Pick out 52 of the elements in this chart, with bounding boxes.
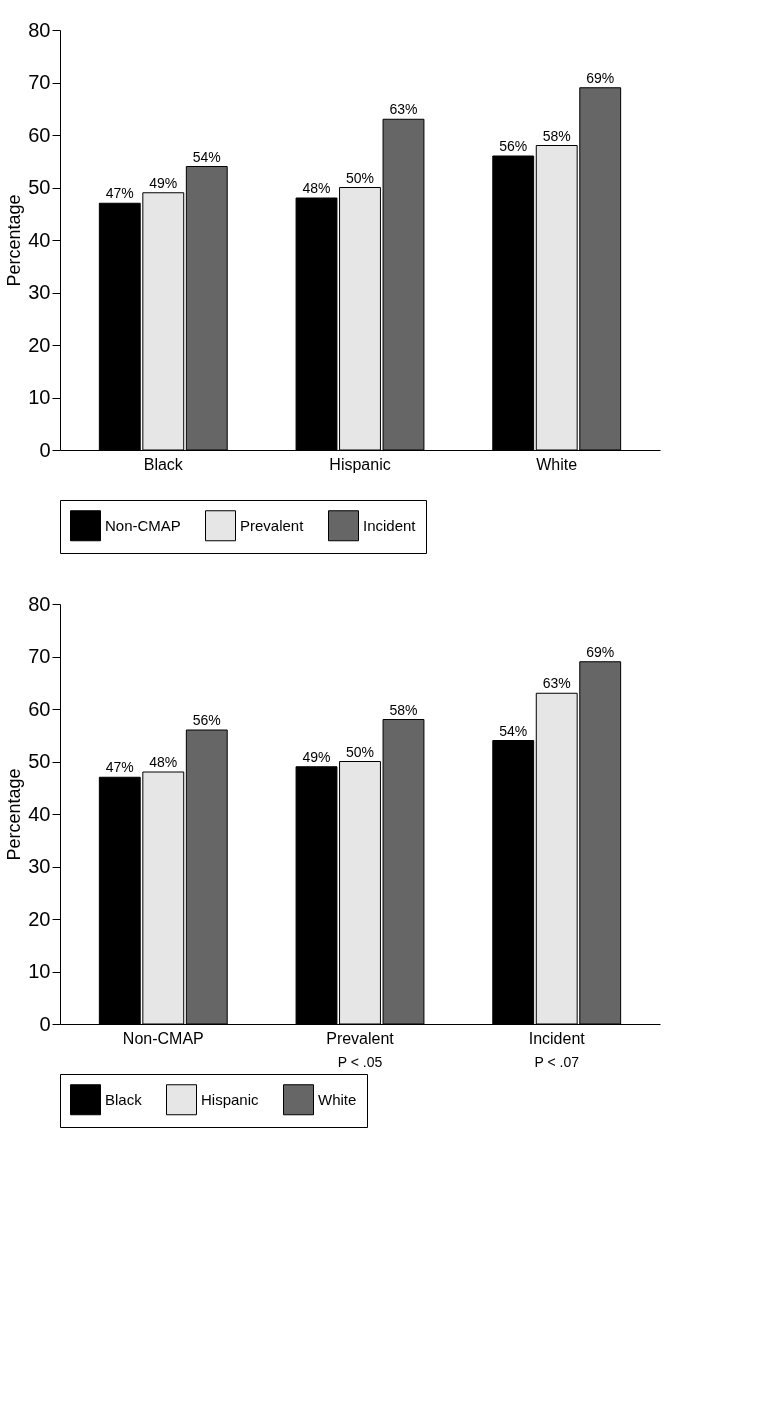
legend-label: Incident [363, 516, 417, 534]
data-label: 49% [302, 748, 331, 765]
text: P < .05 [337, 1054, 383, 1070]
y-tick-label: 50 [28, 750, 51, 772]
y-tick-label: 30 [28, 281, 51, 303]
y-tick-label: 20 [28, 333, 51, 356]
data-label: 69% [586, 69, 615, 86]
data-label: 69% [586, 643, 615, 660]
data-label: 58% [389, 701, 418, 718]
y-tick-label: 80 [28, 592, 51, 615]
y-tick-label: 0 [39, 438, 51, 461]
data-label: 54% [192, 148, 221, 165]
y-tick-label: 60 [28, 123, 51, 146]
data-label: 47% [105, 185, 134, 202]
legend-label: Prevalent [240, 516, 305, 534]
data-label: 63% [389, 101, 418, 118]
y-tick-label: 10 [28, 960, 51, 982]
legend-label: Black [105, 1090, 143, 1108]
x-tick-label: Black [143, 455, 184, 473]
data-label: 63% [542, 675, 571, 692]
data-label: 47% [105, 759, 134, 776]
data-label: 48% [149, 754, 178, 770]
y-tick-label: 30 [28, 855, 51, 877]
data-label: 50% [345, 169, 375, 186]
data-label: 48% [302, 180, 331, 196]
y-axis-title: Percentage [4, 768, 25, 861]
y-tick-label: 0 [39, 1012, 51, 1035]
y-tick-label: 10 [28, 386, 51, 408]
data-label: 56% [192, 712, 221, 728]
y-tick-label: 20 [28, 907, 51, 930]
legend-label: Hispanic [201, 1090, 260, 1108]
x-tick-label: White [536, 455, 578, 473]
y-tick-label: 70 [28, 71, 51, 93]
y-axis-title: Percentage [4, 194, 25, 287]
data-label: 58% [542, 127, 571, 144]
text: P < .07 [534, 1054, 580, 1070]
data-label: 54% [499, 722, 528, 739]
x-tick-label: Non-CMAP [122, 1029, 204, 1047]
data-label: 50% [345, 743, 375, 760]
x-tick-label: Prevalent [326, 1029, 395, 1047]
y-tick-label: 40 [28, 802, 51, 825]
x-tick-label: Hispanic [329, 455, 391, 473]
data-label: 49% [149, 174, 178, 191]
x-tick-label: Incident [528, 1029, 586, 1047]
legend-label: White [318, 1090, 357, 1108]
y-tick-label: 80 [28, 18, 51, 41]
y-tick-label: 40 [28, 228, 51, 251]
data-label: 56% [499, 138, 528, 154]
y-tick-label: 50 [28, 176, 51, 198]
y-tick-label: 60 [28, 697, 51, 720]
y-tick-label: 70 [28, 645, 51, 667]
legend-label: Non-CMAP [105, 516, 181, 534]
